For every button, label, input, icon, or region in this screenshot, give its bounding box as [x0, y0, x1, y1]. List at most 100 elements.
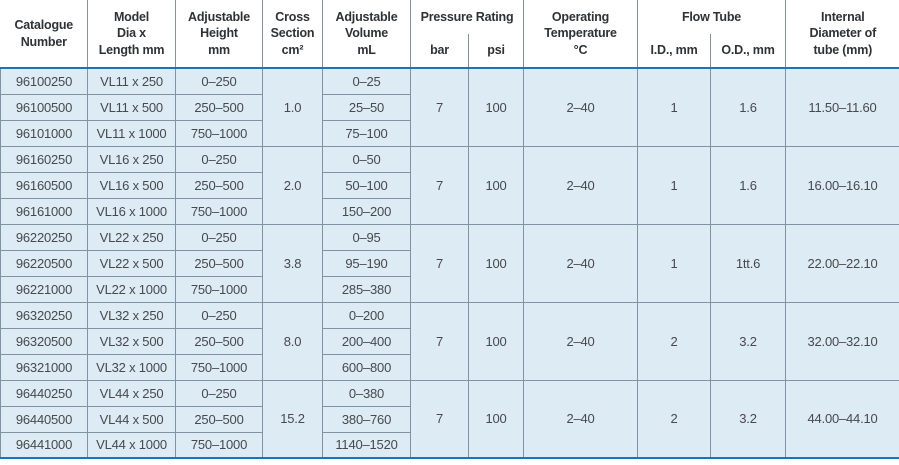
cell-id-mm: 1 [637, 67, 711, 147]
cell-od-mm: 3.2 [709, 379, 787, 459]
cell-catalogue-number: 96220500 [0, 249, 88, 277]
cell-psi: 100 [468, 301, 524, 381]
cell-bar: 7 [410, 379, 469, 459]
header-pressure-rating: Pressure Rating [410, 0, 524, 34]
cell-bar: 7 [410, 301, 469, 381]
cell-adjustable-height: 250–500 [175, 249, 263, 277]
cell-id-mm: 1 [637, 145, 711, 225]
cell-adjustable-volume: 150–200 [322, 197, 411, 225]
cell-model: VL32 x 1000 [87, 353, 176, 381]
cell-adjustable-height: 250–500 [175, 171, 263, 199]
cell-model: VL11 x 500 [87, 93, 176, 121]
cell-od-mm: 1.6 [709, 145, 787, 225]
table-row: 96440500 VL44 x 500 250–500 380–760 [0, 405, 899, 433]
header-adjustable-volume: Adjustable Volume mL [322, 0, 411, 69]
cell-od-mm: 1.6 [709, 67, 787, 147]
cell-catalogue-number: 96321000 [0, 353, 88, 381]
table-row: 96101000 VL11 x 1000 750–1000 75–100 [0, 119, 899, 147]
cell-cross-section: 15.2 [262, 379, 323, 459]
cell-catalogue-number: 96440500 [0, 405, 88, 433]
cell-operating-temperature: 2–40 [523, 379, 638, 459]
cell-internal-diameter: 16.00–16.10 [785, 145, 899, 225]
table-row: 96320500 VL32 x 500 250–500 200–400 [0, 327, 899, 355]
cell-adjustable-height: 750–1000 [175, 119, 263, 147]
cell-adjustable-volume: 0–200 [322, 301, 411, 329]
cell-model: VL22 x 1000 [87, 275, 176, 303]
cell-model: VL44 x 1000 [87, 431, 176, 459]
cell-catalogue-number: 96160250 [0, 145, 88, 173]
cell-catalogue-number: 96440250 [0, 379, 88, 407]
table-row: 96160500 VL16 x 500 250–500 50–100 [0, 171, 899, 199]
header-cross-section: Cross Section cm² [262, 0, 323, 69]
table-row: 96441000 VL44 x 1000 750–1000 1140–1520 [0, 431, 899, 459]
cell-adjustable-height: 0–250 [175, 67, 263, 95]
cell-catalogue-number: 96320250 [0, 301, 88, 329]
cell-id-mm: 2 [637, 301, 711, 381]
cell-psi: 100 [468, 223, 524, 303]
cell-id-mm: 2 [637, 379, 711, 459]
cell-adjustable-volume: 75–100 [322, 119, 411, 147]
cell-cross-section: 8.0 [262, 301, 323, 381]
header-catalogue-number: Catalogue Number [0, 0, 88, 69]
cell-adjustable-volume: 1140–1520 [322, 431, 411, 459]
cell-catalogue-number: 96160500 [0, 171, 88, 199]
cell-operating-temperature: 2–40 [523, 223, 638, 303]
table-row: 96100250 VL11 x 250 0–250 1.0 0–25 7 100 2–40 1 1… [0, 67, 899, 147]
cell-bar: 7 [410, 67, 469, 147]
cell-model: VL11 x 250 [87, 67, 176, 95]
cell-psi: 100 [468, 67, 524, 147]
cell-catalogue-number: 96220250 [0, 223, 88, 251]
table-header: Catalogue Number Model Dia x Length mm A… [0, 0, 899, 69]
cell-model: VL22 x 500 [87, 249, 176, 277]
cell-internal-diameter: 44.00–44.10 [785, 379, 899, 459]
cell-adjustable-volume: 600–800 [322, 353, 411, 381]
cell-cross-section: 3.8 [262, 223, 323, 303]
cell-adjustable-height: 0–250 [175, 379, 263, 407]
cell-model: VL32 x 500 [87, 327, 176, 355]
table-row: 96440250 VL44 x 250 0–250 15.2 0–380 7 100 2–40… [0, 379, 899, 459]
cell-operating-temperature: 2–40 [523, 301, 638, 381]
header-id-mm: I.D., mm [637, 34, 711, 69]
header-operating-temperature: Operating Temperature °C [523, 0, 638, 69]
table-row: 96160250 VL16 x 250 0–250 2.0 0–50 7 100 2–40 1 1… [0, 145, 899, 225]
table-body: 96100250 VL11 x 250 0–250 1.0 0–25 7 100 2–40 1 1… [0, 67, 899, 459]
cell-cross-section: 2.0 [262, 145, 323, 225]
table-row: 96220250 VL22 x 250 0–250 3.8 0–95 7 100 2–40 1 1… [0, 223, 899, 303]
cell-catalogue-number: 96320500 [0, 327, 88, 355]
cell-adjustable-height: 0–250 [175, 301, 263, 329]
cell-catalogue-number: 96221000 [0, 275, 88, 303]
cell-catalogue-number: 96100500 [0, 93, 88, 121]
cell-adjustable-volume: 95–190 [322, 249, 411, 277]
cell-model: VL44 x 250 [87, 379, 176, 407]
cell-model: VL16 x 500 [87, 171, 176, 199]
cell-catalogue-number: 96100250 [0, 67, 88, 95]
cell-adjustable-height: 750–1000 [175, 275, 263, 303]
cell-cross-section: 1.0 [262, 67, 323, 147]
cell-adjustable-volume: 0–25 [322, 67, 411, 95]
cell-internal-diameter: 32.00–32.10 [785, 301, 899, 381]
header-internal-diameter: Internal Diameter of tube (mm) [785, 0, 899, 69]
header-adjustable-height: Adjustable Height mm [175, 0, 263, 69]
cell-adjustable-volume: 285–380 [322, 275, 411, 303]
cell-catalogue-number: 96101000 [0, 119, 88, 147]
cell-adjustable-volume: 0–95 [322, 223, 411, 251]
cell-catalogue-number: 96441000 [0, 431, 88, 459]
cell-id-mm: 1 [637, 223, 711, 303]
cell-adjustable-volume: 25–50 [322, 93, 411, 121]
cell-adjustable-volume: 0–380 [322, 379, 411, 407]
cell-adjustable-height: 750–1000 [175, 197, 263, 225]
cell-model: VL22 x 250 [87, 223, 176, 251]
cell-operating-temperature: 2–40 [523, 67, 638, 147]
cell-od-mm: 3.2 [709, 301, 787, 381]
cell-adjustable-height: 250–500 [175, 327, 263, 355]
cell-bar: 7 [410, 223, 469, 303]
cell-internal-diameter: 11.50–11.60 [785, 67, 899, 147]
table-row: 96321000 VL32 x 1000 750–1000 600–800 [0, 353, 899, 381]
header-model: Model Dia x Length mm [87, 0, 176, 69]
cell-adjustable-height: 0–250 [175, 223, 263, 251]
cell-adjustable-volume: 380–760 [322, 405, 411, 433]
cell-adjustable-height: 250–500 [175, 405, 263, 433]
cell-od-mm: 1tt.6 [709, 223, 787, 303]
cell-model: VL16 x 1000 [87, 197, 176, 225]
